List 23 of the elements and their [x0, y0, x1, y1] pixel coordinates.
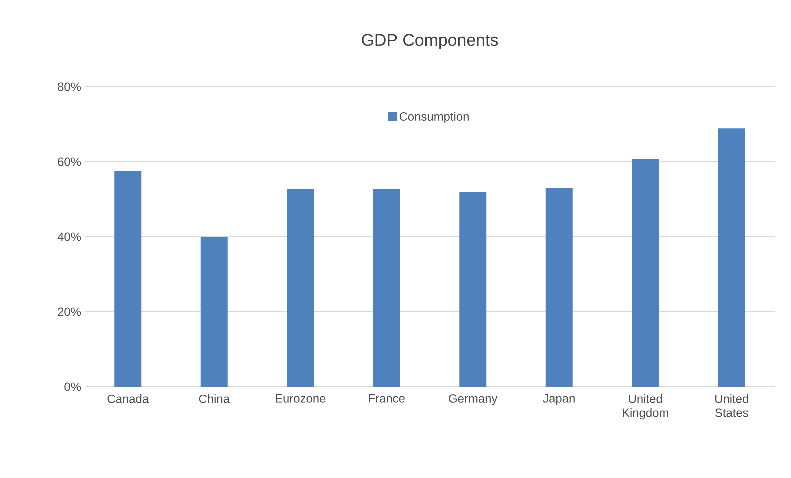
- bar: [287, 188, 314, 387]
- bar: [460, 192, 487, 387]
- bar: [200, 237, 228, 387]
- y-tick-label: 20%: [58, 308, 82, 316]
- bar: [373, 188, 400, 387]
- x-tick-label: Canada: [108, 394, 150, 404]
- y-tick-label: 80%: [58, 82, 82, 92]
- y-tick-label: 60%: [58, 158, 82, 166]
- chart-title: GDP Components: [362, 34, 498, 50]
- y-tick-label: 40%: [58, 232, 82, 242]
- bar: [718, 128, 746, 387]
- bar: [114, 170, 142, 387]
- x-tick-label: Japan: [543, 394, 575, 406]
- y-tick-label: 0%: [64, 382, 82, 392]
- bar: [632, 158, 660, 387]
- legend-label: Consumption: [400, 112, 469, 124]
- x-tick-label: China: [199, 394, 230, 404]
- x-tick-label: United States: [715, 394, 748, 418]
- x-tick-label: Eurozone: [276, 394, 326, 403]
- x-tick-label: United Kingdom: [623, 394, 668, 420]
- x-tick-label: Germany: [449, 394, 498, 406]
- bar: [546, 188, 573, 387]
- x-tick-label: France: [369, 394, 405, 403]
